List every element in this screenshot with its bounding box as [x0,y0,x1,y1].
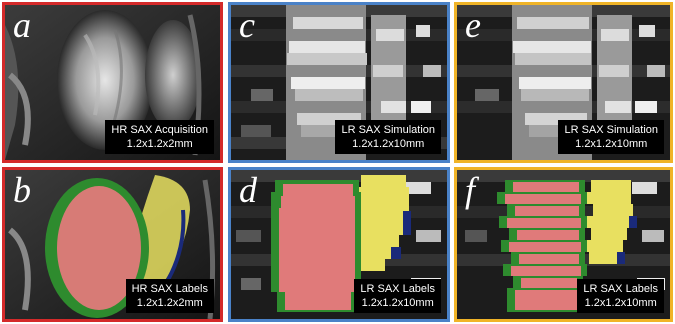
panel-d-lr-labels: d LR SAX Labels 1.2x1.2x10mm [228,167,450,322]
caption-line-2: 1.2x1.2x2mm [136,297,203,309]
segmentation-overlay-lr [231,170,447,319]
caption-line-2: 1.2x1.2x10mm [361,297,434,309]
panel-e-lr-simulation: e LR SAX Simulation 1.2x1.2x10mm [454,2,673,163]
panel-letter: a [13,5,31,45]
panel-f-lr-labels: f LR SAX Labels 1.2x1.2x10mm [454,167,673,322]
panel-caption: LR SAX Simulation 1.2x1.2x10mm [335,120,441,154]
caption-line-2: 1.2x1.2x10mm [352,138,425,150]
panel-letter: d [239,170,257,210]
caption-line-1: HR SAX Acquisition [111,124,208,136]
panel-letter: b [13,170,31,210]
panel-letter: f [465,170,476,210]
panel-c-lr-simulation: c LR SAX Simulation 1.2x1.2x10mm [228,2,450,163]
panel-b-hr-labels: b HR SAX Labels 1.2x1.2x2mm [2,167,223,322]
panel-caption: HR SAX Acquisition 1.2x1.2x2mm [105,120,214,154]
panel-caption: HR SAX Labels 1.2x1.2x2mm [125,279,214,313]
caption-line-1: LR SAX Labels [583,283,658,295]
panel-caption: LR SAX Labels 1.2x1.2x10mm [354,279,441,313]
segmentation-overlay-hr [5,170,220,319]
panel-caption: LR SAX Simulation 1.2x1.2x10mm [558,120,664,154]
caption-line-1: LR SAX Labels [360,283,435,295]
panel-a-hr-acquisition: a HR SAX Acquisition 1.2x1.2x2mm [2,2,223,163]
caption-line-1: LR SAX Simulation [341,124,435,136]
caption-line-2: 1.2x1.2x10mm [575,138,648,150]
panel-caption: LR SAX Labels 1.2x1.2x10mm [577,279,664,313]
panel-letter: c [239,5,255,45]
caption-line-2: 1.2x1.2x10mm [584,297,657,309]
caption-line-1: LR SAX Simulation [564,124,658,136]
panel-letter: e [465,5,481,45]
mri-image-hr [5,5,220,160]
caption-line-1: HR SAX Labels [131,283,208,295]
caption-line-2: 1.2x1.2x2mm [126,138,193,150]
